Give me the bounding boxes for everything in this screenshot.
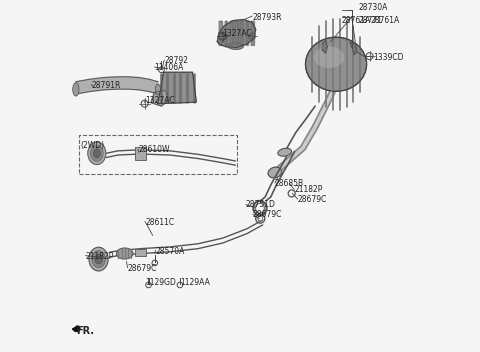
Text: FR.: FR. [76,326,94,337]
Text: 28751D: 28751D [246,200,276,209]
Text: 1327AC: 1327AC [222,29,252,38]
Bar [135,147,146,159]
Ellipse shape [93,149,100,158]
Ellipse shape [314,46,344,68]
Polygon shape [158,72,196,104]
Text: 1129GD: 1129GD [145,278,176,287]
Polygon shape [217,20,256,48]
Ellipse shape [156,84,160,95]
Polygon shape [235,21,238,45]
Text: 28730A: 28730A [359,3,388,12]
Ellipse shape [88,142,106,165]
Polygon shape [72,326,80,331]
Text: 28792: 28792 [164,56,188,64]
Text: 1129AA: 1129AA [180,278,211,287]
Bar [79,135,237,174]
Text: 1339CD: 1339CD [372,53,403,62]
Polygon shape [251,21,253,45]
Polygon shape [230,21,233,45]
Polygon shape [240,21,243,45]
Text: 28610W: 28610W [138,145,169,154]
Polygon shape [350,42,357,55]
Polygon shape [151,90,170,106]
Text: (2WD): (2WD) [81,142,105,150]
Text: 28771: 28771 [359,16,383,25]
Polygon shape [76,77,158,94]
Text: 1327AC: 1327AC [145,96,175,105]
Text: 28611C: 28611C [145,218,174,227]
Polygon shape [322,40,327,53]
Ellipse shape [73,83,79,96]
Text: 28761A: 28761A [341,16,371,25]
Polygon shape [246,21,248,45]
Text: 28793R: 28793R [252,13,282,21]
Ellipse shape [305,37,367,91]
Polygon shape [219,21,222,45]
Text: 28761A: 28761A [371,16,400,25]
Ellipse shape [268,167,282,178]
Ellipse shape [278,148,292,156]
Ellipse shape [92,251,105,268]
Text: 28791R: 28791R [92,81,121,90]
Polygon shape [225,21,228,45]
Ellipse shape [91,145,103,161]
Text: 21182P: 21182P [85,252,114,261]
Text: 28679C: 28679C [298,195,327,204]
Text: 21182P: 21182P [294,186,323,194]
Ellipse shape [228,43,244,50]
Text: 28679C: 28679C [253,210,282,219]
Ellipse shape [95,254,102,264]
Bar [135,249,146,256]
Ellipse shape [116,248,133,259]
Text: 11406A: 11406A [155,63,184,72]
Text: 28679C: 28679C [128,264,157,273]
Text: 28570A: 28570A [156,247,185,256]
Text: 28685B: 28685B [275,179,304,188]
Ellipse shape [89,247,108,271]
